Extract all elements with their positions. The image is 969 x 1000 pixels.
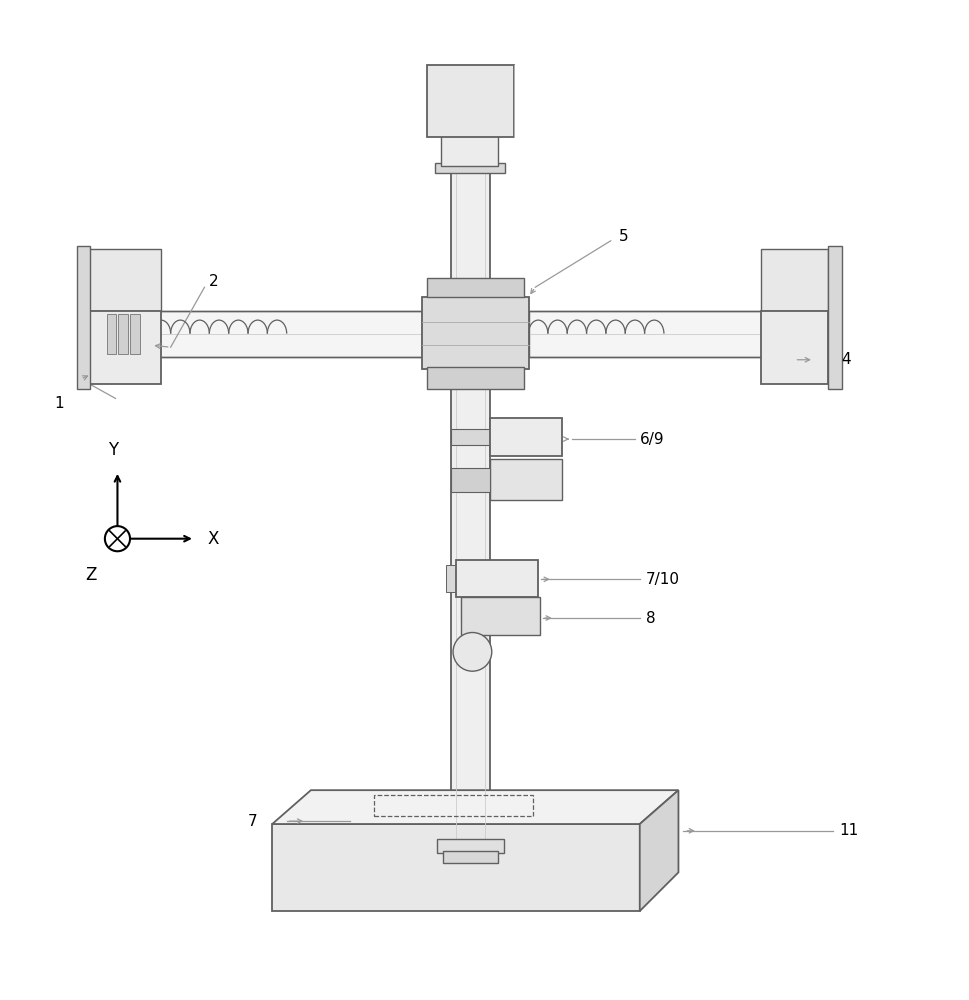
- Bar: [436, 839, 504, 853]
- Bar: [760, 311, 828, 384]
- Polygon shape: [272, 790, 677, 824]
- Polygon shape: [122, 311, 422, 357]
- Bar: [118, 314, 128, 354]
- Text: 6/9: 6/9: [640, 432, 664, 447]
- Bar: [88, 249, 161, 311]
- Bar: [489, 418, 562, 456]
- Circle shape: [453, 633, 491, 671]
- Text: Y: Y: [108, 441, 117, 459]
- Bar: [130, 314, 140, 354]
- Bar: [828, 246, 841, 389]
- Bar: [446, 565, 494, 592]
- Bar: [426, 65, 514, 137]
- Text: 8: 8: [645, 611, 654, 626]
- Bar: [443, 851, 497, 863]
- Bar: [460, 597, 540, 635]
- Bar: [451, 468, 489, 492]
- Text: Z: Z: [84, 566, 96, 584]
- Text: 4: 4: [840, 352, 850, 367]
- Polygon shape: [640, 790, 677, 911]
- Bar: [426, 367, 523, 389]
- Bar: [103, 307, 146, 360]
- Bar: [88, 311, 161, 384]
- Bar: [489, 459, 562, 500]
- Bar: [441, 135, 497, 166]
- Bar: [460, 600, 533, 621]
- Bar: [434, 163, 505, 173]
- Bar: [451, 429, 489, 445]
- Circle shape: [105, 526, 130, 551]
- Text: 5: 5: [618, 229, 628, 244]
- Text: 1: 1: [54, 396, 64, 411]
- Bar: [373, 795, 533, 816]
- Text: 2: 2: [209, 274, 219, 289]
- Polygon shape: [528, 311, 794, 357]
- Text: 3: 3: [484, 79, 494, 94]
- Text: 7/10: 7/10: [645, 572, 679, 587]
- Text: 11: 11: [838, 823, 858, 838]
- Bar: [422, 297, 528, 369]
- Bar: [77, 246, 90, 389]
- Polygon shape: [272, 824, 640, 911]
- Bar: [455, 560, 538, 597]
- Text: X: X: [207, 530, 219, 548]
- Bar: [107, 314, 116, 354]
- Bar: [426, 278, 523, 297]
- Text: 7: 7: [248, 814, 258, 829]
- Bar: [451, 152, 489, 853]
- Bar: [760, 249, 828, 311]
